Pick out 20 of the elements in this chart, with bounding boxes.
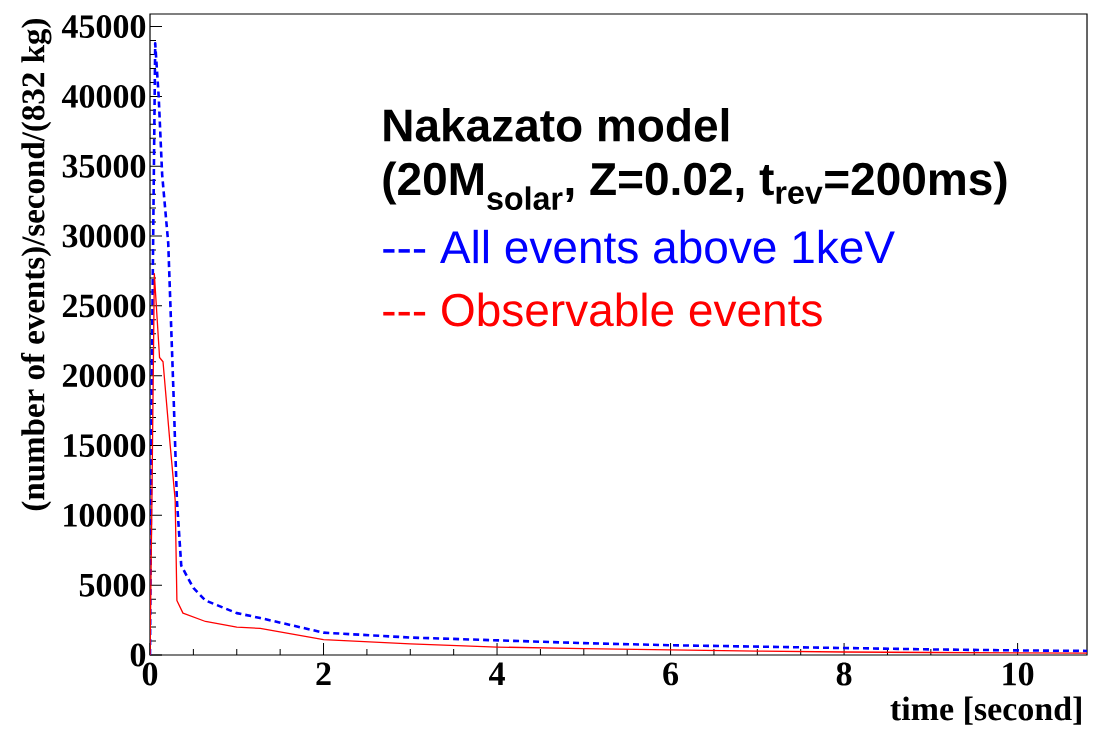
y-tick-label: 30000 — [62, 224, 146, 248]
y-tick-label: 10000 — [64, 503, 146, 527]
y-tick-label: 5000 — [79, 573, 146, 597]
y-tick-label: 20000 — [62, 364, 146, 388]
annotation: (20M$_{solar}$, Z=0.02, t$_{rev}$=200ms) — [383, 161, 1007, 210]
y-tick-label: 45000 — [61, 15, 146, 39]
y-axis-title: (number of events)/second/(832 kg) — [20, 19, 52, 511]
x-tick-label: 6 — [663, 662, 679, 686]
x-tick-label: 10 — [1003, 662, 1034, 686]
text: --- Observable events — [383, 292, 822, 327]
text: --- All events above 1keV — [383, 229, 895, 264]
x-tick-label: 2 — [316, 662, 331, 686]
x-axis-title: time [second] — [890, 696, 1081, 725]
x-tick-label: 4 — [489, 662, 505, 685]
x-tick-label: 8 — [836, 662, 852, 686]
y-tick-label: 40000 — [61, 84, 146, 108]
annotation: Nakazato model — [384, 108, 729, 142]
y-tick-label: 35000 — [62, 154, 146, 178]
y-tick-label: 15000 — [64, 434, 146, 457]
y-tick-label: 25000 — [62, 294, 146, 318]
